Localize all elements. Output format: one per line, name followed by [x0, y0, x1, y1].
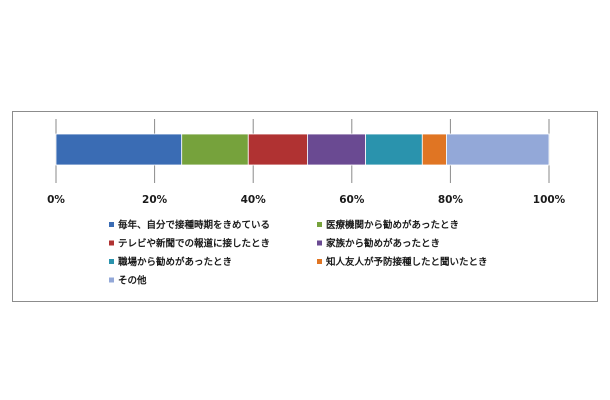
bar-segment: [421, 133, 447, 166]
x-tick-label: 20%: [142, 194, 168, 206]
legend-swatch: [109, 277, 114, 283]
chart-frame: 0% 20% 40% 60% 80% 100% 毎年、自分で接種時期をきめている 医療機関か…: [12, 111, 598, 302]
x-axis-ticks: 0% 20% 40% 60% 80% 100%: [47, 194, 566, 206]
legend-label: 職場から勧めがあったとき: [118, 256, 232, 268]
legend-swatch: [317, 222, 322, 227]
bar-segment: [55, 133, 183, 166]
bar-segment: [307, 133, 367, 166]
legend-swatch: [317, 240, 322, 246]
legend-swatch: [317, 259, 322, 264]
bar-segment: [365, 133, 423, 166]
x-tick-label: 100%: [533, 194, 566, 206]
x-tick-label: 40%: [241, 194, 267, 206]
legend: 毎年、自分で接種時期をきめている 医療機関から勧めがあったときテレビや新聞での報道…: [109, 219, 488, 287]
legend-label: 家族から勧めがあったとき: [326, 238, 440, 250]
legend-swatch: [109, 259, 114, 264]
x-tick-label: 80%: [438, 194, 464, 206]
legend-label: 医療機関から勧めがあったとき: [326, 219, 459, 231]
legend-label: 知人友人が予防接種したと聞いたとき: [325, 256, 488, 268]
legend-label: テレビや新聞での報道に接したとき: [118, 238, 270, 250]
legend-label: その他: [118, 275, 147, 287]
bar-segment: [446, 133, 550, 166]
bar-segments: [55, 133, 550, 166]
bar-segment: [181, 133, 249, 166]
x-tick-label: 0%: [47, 194, 65, 206]
stacked-bar-chart: 0% 20% 40% 60% 80% 100% 毎年、自分で接種時期をきめている 医療機関か…: [47, 119, 566, 287]
legend-label: 毎年、自分で接種時期をきめている: [118, 219, 270, 231]
legend-swatch: [109, 222, 114, 227]
legend-swatch: [109, 240, 114, 246]
bar-segment: [247, 133, 308, 166]
x-tick-label: 60%: [339, 194, 365, 206]
